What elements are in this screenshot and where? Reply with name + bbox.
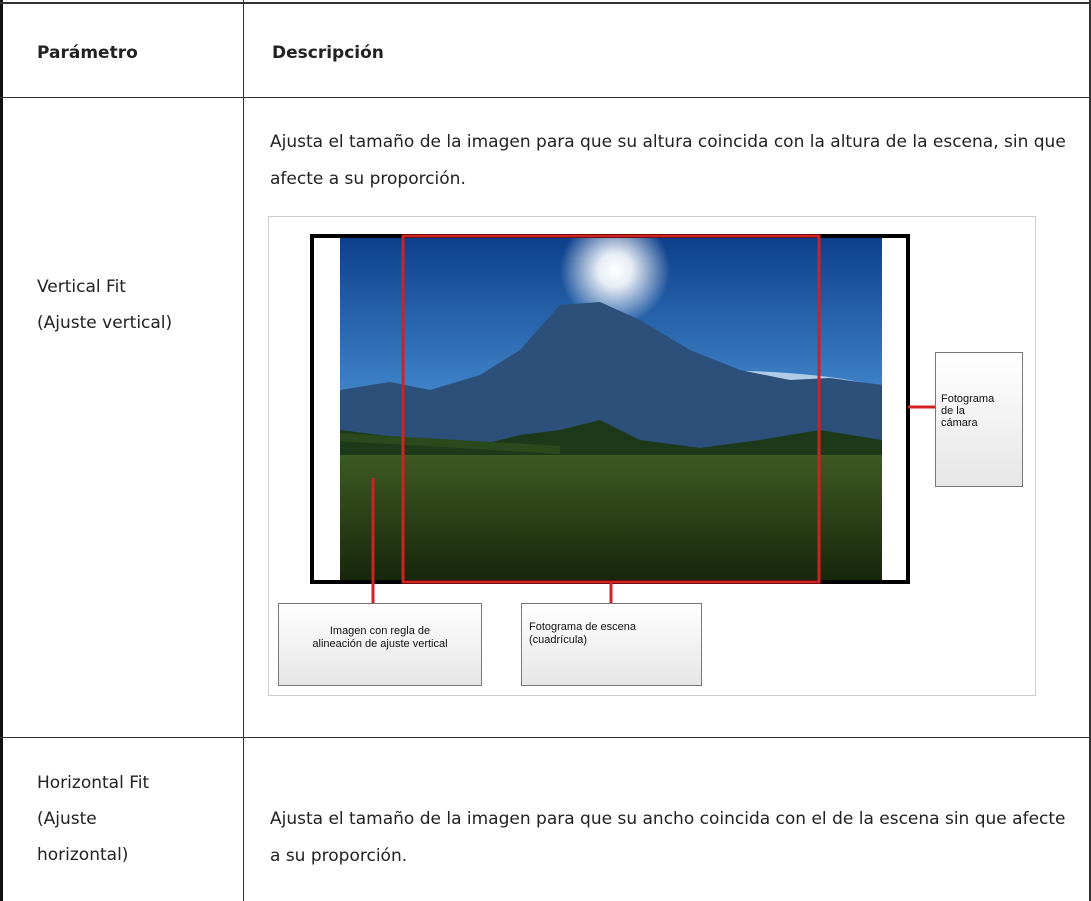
callout-label: Fotograma de escena: [529, 621, 637, 633]
callout-box: [521, 603, 702, 686]
text-line: Vertical Fit: [37, 277, 126, 297]
text-line: (Ajuste vertical): [37, 313, 173, 333]
text-line: (Ajuste: [37, 809, 97, 829]
callout-label: Fotograma: [941, 393, 995, 405]
photo: [340, 236, 882, 582]
description-cell: Ajusta el tamaño de la imagen para que s…: [270, 132, 1066, 189]
header-cell: Parámetro: [37, 43, 138, 63]
callout-box: [278, 603, 482, 686]
right-border: [1089, 0, 1091, 901]
description-cell: Ajusta el tamaño de la imagen para que s…: [270, 809, 1066, 866]
left-border: [0, 0, 3, 901]
column-divider: [243, 0, 244, 901]
callout-label: (cuadrícula): [529, 634, 587, 646]
figure: Imagen con regla de alineación de ajuste…: [268, 216, 1036, 696]
header-cell: Descripción: [272, 43, 384, 63]
row-divider: [0, 97, 1091, 98]
parameter-cell: Vertical Fit (Ajuste vertical): [37, 269, 172, 341]
callout-box: [935, 352, 1023, 487]
callout-label: Imagen con regla de: [330, 625, 430, 637]
callout-label: alineación de ajuste vertical: [312, 638, 447, 650]
top-border: [0, 2, 1091, 4]
text-line: horizontal): [37, 845, 129, 865]
row-divider: [0, 737, 1091, 738]
callout-label: cámara: [941, 417, 979, 429]
parameter-cell: Horizontal Fit (Ajuste horizontal): [37, 765, 149, 873]
callout-label: de la: [941, 405, 966, 417]
text-line: Horizontal Fit: [37, 773, 150, 793]
